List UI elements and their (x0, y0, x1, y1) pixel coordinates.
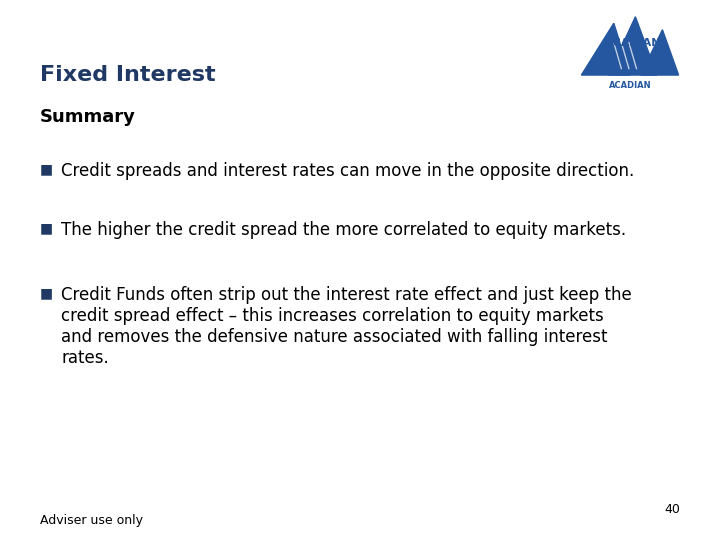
Text: Credit Funds often strip out the interest rate effect and just keep the
credit s: Credit Funds often strip out the interes… (61, 286, 632, 367)
Text: ■: ■ (40, 221, 53, 235)
Text: ■: ■ (40, 286, 53, 300)
Text: ACADIAN: ACADIAN (608, 81, 652, 90)
Polygon shape (641, 30, 679, 75)
Text: Credit spreads and interest rates can move in the opposite direction.: Credit spreads and interest rates can mo… (61, 162, 634, 180)
Text: ■: ■ (40, 162, 53, 176)
Text: ACADIAN: ACADIAN (606, 38, 662, 48)
Text: 40: 40 (665, 503, 680, 516)
Text: Fixed Interest: Fixed Interest (40, 65, 215, 85)
Text: Adviser use only: Adviser use only (40, 514, 143, 527)
Polygon shape (608, 17, 657, 75)
Text: The higher the credit spread the more correlated to equity markets.: The higher the credit spread the more co… (61, 221, 626, 239)
Text: Summary: Summary (40, 108, 135, 126)
Polygon shape (582, 23, 630, 75)
